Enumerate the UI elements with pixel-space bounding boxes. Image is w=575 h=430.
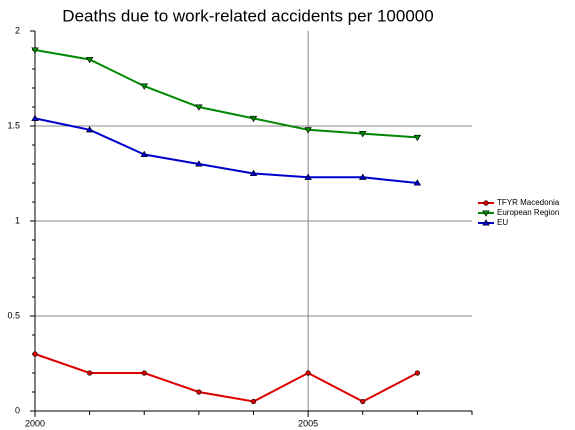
series-line — [34, 353, 418, 403]
point — [414, 370, 420, 376]
point — [359, 131, 367, 138]
point — [31, 114, 39, 121]
y-tick-label: 2 — [15, 25, 20, 35]
legend-marker — [483, 200, 489, 206]
point — [85, 56, 94, 64]
point — [196, 389, 202, 395]
chart-title: Deaths due to work-related accidents per… — [62, 6, 433, 25]
point — [87, 370, 93, 376]
point — [31, 47, 39, 54]
point — [141, 370, 147, 376]
y-tick-label: 0.5 — [7, 310, 20, 320]
point — [140, 150, 148, 158]
point — [32, 351, 38, 357]
point — [413, 179, 422, 186]
legend-label: European Region — [497, 208, 559, 217]
point — [249, 115, 258, 123]
y-tick-label: 1 — [15, 215, 20, 225]
point — [360, 398, 366, 405]
legend-marker — [482, 219, 490, 226]
point — [195, 104, 203, 111]
point — [413, 134, 422, 142]
point — [305, 370, 311, 376]
y-tick-label: 0 — [15, 405, 20, 415]
point — [250, 398, 257, 405]
point — [304, 127, 312, 134]
x-tick-label: 2005 — [298, 418, 318, 428]
legend-label: EU — [497, 218, 508, 227]
legend-label: TFYR Macedonia — [497, 198, 560, 207]
point — [85, 126, 94, 133]
point — [195, 160, 203, 167]
series-line — [34, 117, 418, 184]
series-line — [34, 49, 418, 139]
x-tick-label: 2000 — [25, 418, 45, 428]
y-tick-label: 1.5 — [7, 120, 20, 130]
point — [359, 173, 367, 180]
point — [304, 173, 312, 180]
point — [140, 83, 148, 90]
legend-marker — [482, 210, 490, 217]
point — [249, 169, 258, 177]
